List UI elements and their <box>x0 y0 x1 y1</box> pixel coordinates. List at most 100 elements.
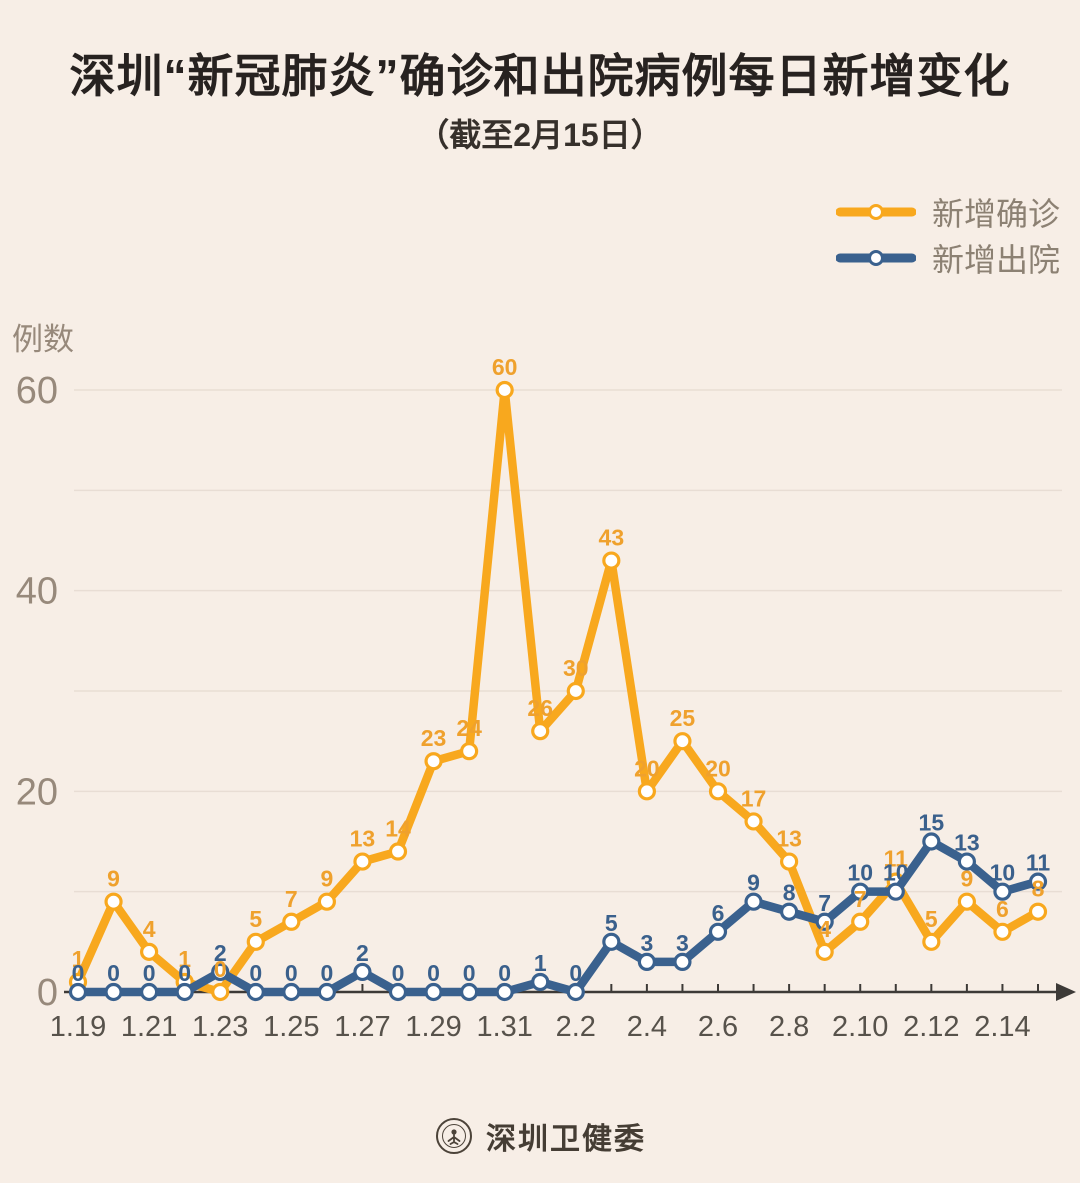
x-tick-label: 1.21 <box>121 1011 177 1043</box>
data-point-marker <box>140 942 159 961</box>
footer: 深圳卫健委 <box>0 1114 1080 1158</box>
legend-label-confirmed: 新增确诊 <box>931 196 1060 232</box>
data-point-marker <box>1028 872 1048 891</box>
x-tick-label: 1.29 <box>405 1011 461 1043</box>
data-point-label: 3 <box>640 930 653 956</box>
data-point-label: 26 <box>527 695 553 721</box>
data-point-marker <box>993 922 1012 941</box>
data-point-marker <box>922 832 941 851</box>
data-point-label: 13 <box>954 830 980 856</box>
data-point-marker <box>317 892 336 911</box>
data-point-marker <box>424 752 443 771</box>
x-tick-label: 2.14 <box>974 1011 1030 1043</box>
data-point-label: 13 <box>776 826 802 852</box>
data-point-label: 11 <box>884 846 909 872</box>
data-point-marker <box>388 982 408 1002</box>
data-point-label: 0 <box>285 960 298 986</box>
data-point-marker <box>140 982 159 1002</box>
data-point-label: 3 <box>676 930 689 956</box>
legend: 新增确诊 新增出院 <box>835 194 1060 278</box>
data-point-marker <box>957 892 976 911</box>
data-point-marker <box>353 852 372 871</box>
data-point-label: 1 <box>72 946 85 972</box>
y-tick-label: 0 <box>37 972 58 1014</box>
data-point-label: 0 <box>569 960 582 986</box>
data-point-label: 11 <box>1026 850 1051 876</box>
data-point-label: 24 <box>456 715 482 741</box>
data-point-marker <box>566 681 585 701</box>
data-point-label: 0 <box>249 960 262 986</box>
data-point-label: 10 <box>883 860 909 886</box>
data-point-marker <box>922 932 941 951</box>
data-point-marker <box>744 812 763 831</box>
data-point-label: 0 <box>214 956 227 982</box>
data-point-label: 10 <box>990 860 1016 886</box>
org-logo-icon <box>436 1118 472 1154</box>
data-point-marker <box>637 782 656 801</box>
data-point-marker <box>104 892 123 911</box>
data-point-label: 23 <box>421 725 447 751</box>
legend-item-discharged: 新增出院 <box>835 240 1060 278</box>
x-tick-label: 2.2 <box>556 1011 596 1043</box>
data-point-label: 30 <box>563 655 589 681</box>
data-point-marker <box>851 912 870 931</box>
confirmed-line <box>73 385 1043 997</box>
data-point-marker <box>602 932 621 951</box>
data-point-label: 7 <box>285 886 298 912</box>
data-point-marker <box>246 982 265 1002</box>
data-point-marker <box>673 952 692 972</box>
data-point-marker <box>780 852 799 871</box>
data-point-label: 0 <box>498 960 511 986</box>
y-tick-label: 40 <box>16 571 58 613</box>
data-point-marker <box>957 852 976 871</box>
data-point-label: 25 <box>670 705 696 731</box>
x-axis-arrow-icon <box>1056 983 1076 1001</box>
legend-item-confirmed: 新增确诊 <box>835 194 1060 232</box>
data-point-label: 9 <box>747 870 760 896</box>
data-point-marker <box>815 942 834 961</box>
data-point-marker <box>211 982 230 1002</box>
x-tick-label: 1.23 <box>192 1011 248 1043</box>
data-point-marker <box>531 972 550 992</box>
x-tick-label: 2.10 <box>832 1011 888 1043</box>
data-point-marker <box>637 952 656 972</box>
data-point-label: 9 <box>107 866 120 892</box>
page-title: 深圳“新冠肺炎”确诊和出院病例每日新增变化 <box>69 50 1011 102</box>
data-point-label: 13 <box>350 826 376 852</box>
x-tick-label: 2.4 <box>627 1011 667 1043</box>
data-point-label: 9 <box>320 866 333 892</box>
legend-swatch-discharged <box>835 250 916 266</box>
data-point-marker <box>1028 902 1048 921</box>
data-point-marker <box>566 982 585 1002</box>
data-point-label: 6 <box>996 896 1009 922</box>
data-point-marker <box>886 882 905 901</box>
data-point-marker <box>673 732 692 751</box>
data-point-marker <box>104 982 123 1002</box>
data-point-marker <box>495 380 514 400</box>
data-point-label: 4 <box>818 916 831 942</box>
data-point-marker <box>460 982 479 1002</box>
data-point-label: 17 <box>741 785 767 811</box>
data-point-label: 0 <box>320 960 333 986</box>
data-point-label: 0 <box>392 960 405 986</box>
x-tick-label: 1.25 <box>263 1011 319 1043</box>
page-subtitle: （截至2月15日） <box>417 117 663 153</box>
data-point-label: 8 <box>783 880 796 906</box>
x-tick-label: 2.6 <box>698 1011 738 1043</box>
data-point-marker <box>353 962 372 982</box>
data-point-marker <box>460 742 479 761</box>
data-point-label: 7 <box>854 886 867 912</box>
y-tick-label: 60 <box>16 370 58 412</box>
data-point-label: 0 <box>143 960 156 986</box>
legend-swatch-confirmed <box>835 204 916 220</box>
data-point-marker <box>602 551 621 570</box>
legend-label-discharged: 新增出院 <box>931 242 1060 278</box>
data-point-label: 43 <box>599 525 625 551</box>
data-point-marker <box>211 962 230 982</box>
data-point-label: 7 <box>818 890 831 916</box>
data-point-marker <box>282 982 301 1002</box>
data-point-label: 0 <box>107 960 120 986</box>
data-point-label: 2 <box>214 940 227 966</box>
data-point-label: 1 <box>534 950 547 976</box>
